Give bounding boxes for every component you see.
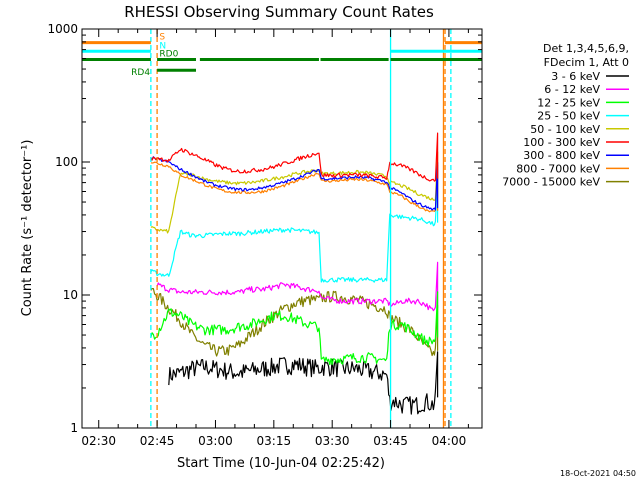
legend-label-12-25-kev: 12 - 25 keV	[537, 96, 600, 109]
legend-label-50-100-kev: 50 - 100 keV	[530, 123, 600, 136]
x-tick-label: 04:00	[432, 434, 467, 448]
series-6-12-kev	[156, 261, 439, 312]
y-tick-label: 1	[70, 421, 78, 435]
state-label-n: N	[159, 41, 166, 51]
x-tick-label: 03:30	[315, 434, 350, 448]
x-axis-label: Start Time (10-Jun-04 02:25:42)	[177, 456, 385, 471]
legend-header-decimation: FDecim 1, Att 0	[544, 56, 629, 69]
series-7000-15000-kev	[150, 288, 439, 357]
x-tick-label: 03:45	[373, 434, 408, 448]
legend-label-25-50-kev: 25 - 50 keV	[537, 110, 600, 123]
series-12-25-kev	[150, 291, 439, 366]
legend-label-100-300-kev: 100 - 300 keV	[523, 136, 600, 149]
legend-label-800-7000-kev: 800 - 7000 keV	[516, 162, 600, 175]
legend-header-detectors: Det 1,3,4,5,6,9,	[543, 42, 629, 55]
series-25-50-kev	[150, 176, 439, 283]
legend-label-3-6-kev: 3 - 6 keV	[551, 70, 600, 83]
y-tick-label: 100	[55, 155, 78, 169]
x-tick-label: 03:00	[198, 434, 233, 448]
x-tick-label: 03:15	[257, 434, 292, 448]
legend-label-300-800-kev: 300 - 800 keV	[523, 149, 600, 162]
x-tick-label: 02:30	[81, 434, 116, 448]
state-label-rd0: RD0	[159, 49, 178, 59]
series-100-300-kev	[150, 132, 439, 182]
y-axis-label: Count Rate (s⁻¹ detector⁻¹)	[20, 140, 35, 317]
series-300-800-kev	[150, 156, 439, 211]
y-tick-label: 10	[63, 288, 78, 302]
legend: Det 1,3,4,5,6,9, FDecim 1, Att 0 3 - 6 k…	[502, 42, 629, 189]
y-tick-label: 1000	[47, 22, 78, 36]
legend-label-7000-15000-kev: 7000 - 15000 keV	[502, 176, 600, 189]
marker-layer	[150, 29, 452, 428]
series-50-100-kev	[150, 151, 439, 234]
chart-title: RHESSI Observing Summary Count Rates	[124, 3, 434, 21]
axis-layer: 02:30 02:45 03:00 03:15 03:30 03:45 04:00 1 10 10…	[47, 22, 482, 448]
series-800-7000-kev	[150, 161, 439, 213]
state-label-rd4: RD4	[131, 68, 150, 78]
plot-frame	[81, 28, 483, 429]
legend-label-6-12-kev: 6 - 12 keV	[544, 83, 600, 96]
date-stamp: 18-Oct-2021 04:50	[560, 469, 636, 478]
x-tick-label: 02:45	[140, 434, 175, 448]
data-layer	[150, 132, 439, 415]
state-label-s: S	[159, 33, 165, 43]
